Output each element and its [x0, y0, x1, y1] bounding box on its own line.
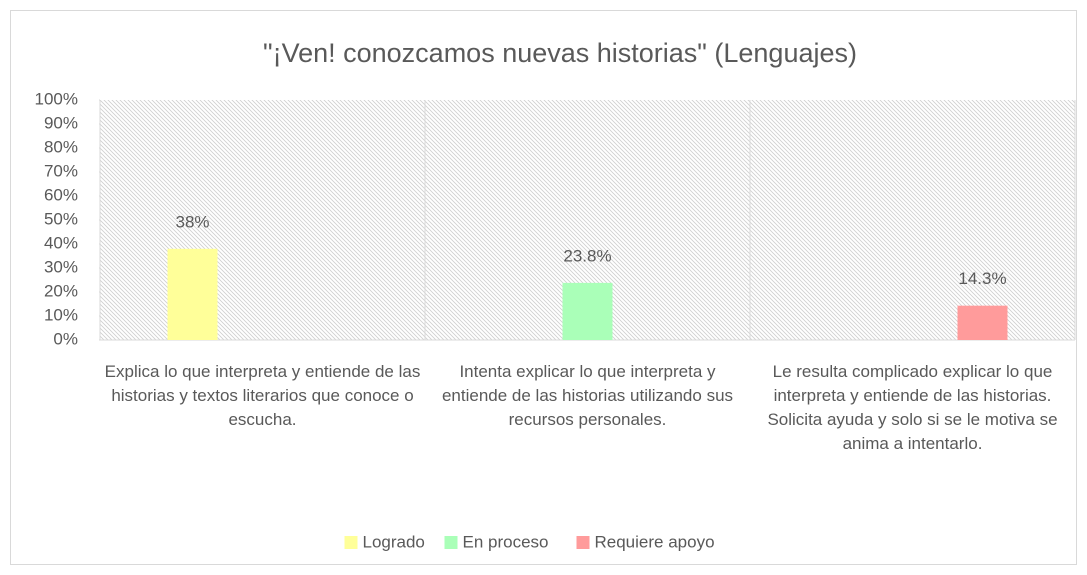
- data-label: 23.8%: [563, 246, 611, 265]
- x-tick-label: Explica lo que interpreta y entiende de …: [104, 362, 421, 429]
- x-tick-label: Intenta explicar lo que interpreta y ent…: [441, 362, 734, 429]
- y-tick-label: 60%: [44, 185, 78, 204]
- chart-title: "¡Ven! conozcamos nuevas historias" (Len…: [263, 38, 857, 68]
- y-tick-label: 10%: [44, 305, 78, 324]
- y-tick-label: 80%: [44, 137, 78, 156]
- bar: [167, 248, 218, 340]
- y-tick-label: 70%: [44, 161, 78, 180]
- data-label: 38%: [175, 212, 209, 231]
- y-tick-label: 100%: [35, 89, 78, 108]
- y-tick-label: 0%: [53, 329, 78, 348]
- legend-swatch: [576, 536, 590, 549]
- data-label: 14.3%: [958, 269, 1006, 288]
- y-tick-label: 20%: [44, 281, 78, 300]
- legend-swatch: [344, 536, 358, 549]
- legend-swatch: [444, 536, 458, 549]
- legend-label: Logrado: [363, 532, 425, 551]
- y-tick-label: 50%: [44, 209, 78, 228]
- legend-label: Requiere apoyo: [595, 532, 715, 551]
- bar: [957, 305, 1008, 340]
- y-tick-label: 40%: [44, 233, 78, 252]
- y-tick-label: 30%: [44, 257, 78, 276]
- y-tick-label: 90%: [44, 113, 78, 132]
- x-tick-label: Le resulta complicado explicar lo que in…: [767, 362, 1058, 453]
- legend-label: En proceso: [463, 532, 549, 551]
- bar: [562, 282, 613, 340]
